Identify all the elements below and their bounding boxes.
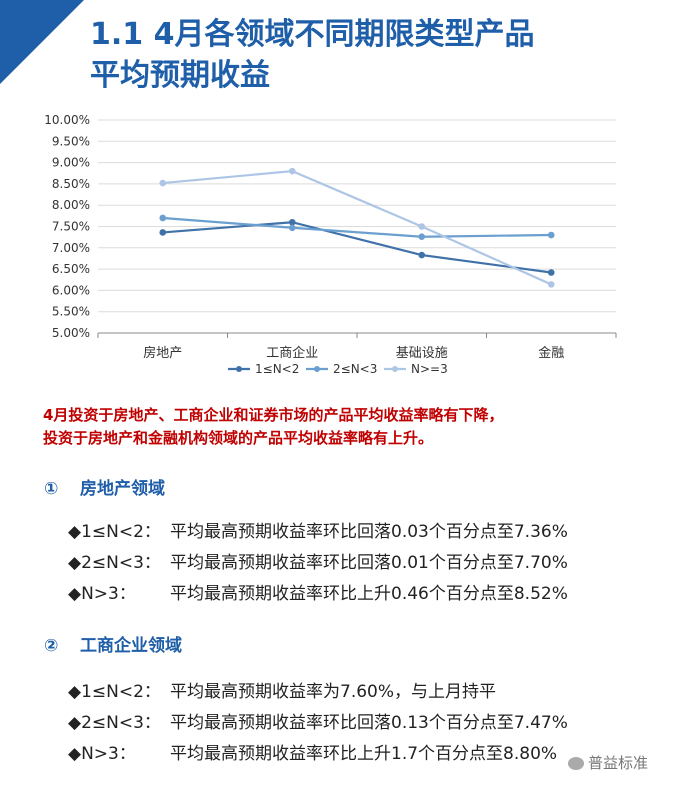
section-number: ② [44,636,59,656]
legend-marker [236,366,242,372]
item-text: 平均最高预期收益率环比上升0.46个百分点至8.52% [170,584,568,604]
section-title: 房地产领域 [80,479,165,499]
y-tick-label: 9.50% [52,134,90,148]
item-label: ◆N>3： [68,584,136,604]
wechat-logo-icon [568,757,584,770]
item-label: ◆1≤N<2： [68,682,161,702]
y-tick-label: 8.00% [52,198,90,212]
legend-marker [392,366,398,372]
item-label: ◆N>3： [68,744,136,764]
watermark-text: 普益标准 [588,754,649,772]
summary-text: 4月投资于房地产、工商企业和证券市场的产品平均收益率略有下降， 投资于房地产和金… [43,404,503,450]
list-item: ◆N>3： 平均最高预期收益率环比上升0.46个百分点至8.52% [68,579,568,610]
list-item: ◆2≤N<3： 平均最高预期收益率环比回落0.01个百分点至7.70% [68,548,568,579]
data-point [418,223,426,230]
item-text: 平均最高预期收益率为7.60%，与上月持平 [170,682,497,702]
x-tick-label: 工商企业 [266,345,318,361]
legend-label: N>=3 [411,362,448,376]
x-tick-label: 基础设施 [396,346,448,361]
page-title: 1.1 4月各领域不同期限类型产品 平均预期收益 [90,14,534,96]
legend-marker [314,366,320,372]
data-point [159,179,167,187]
item-text: 平均最高预期收益率环比上升1.7个百分点至8.80% [170,744,558,764]
data-point [547,281,555,288]
section-heading-industrial: ② 工商企业领域 [44,631,182,656]
data-point [288,224,296,232]
item-text: 平均最高预期收益率环比回落0.01个百分点至7.70% [170,553,568,573]
item-text: 平均最高预期收益率环比回落0.13个百分点至7.47% [170,713,568,733]
data-point [159,229,167,236]
section-title: 工商企业领域 [80,636,182,656]
y-tick-label: 5.50% [52,305,90,319]
watermark: 普益标准 [568,752,648,773]
industrial-bullet-list: ◆1≤N<2： 平均最高预期收益率为7.60%，与上月持平 ◆2≤N<3： 平均最高… [68,677,568,770]
y-tick-label: 10.00% [44,113,90,127]
data-point [288,167,296,175]
data-point [547,269,555,276]
real-estate-bullet-list: ◆1≤N<2： 平均最高预期收益率环比回落0.03个百分点至7.36% ◆2≤N<… [68,517,568,610]
corner-decoration [0,0,84,84]
item-label: ◆2≤N<3： [68,553,161,573]
list-item: ◆1≤N<2： 平均最高预期收益率环比回落0.03个百分点至7.36% [68,517,568,548]
series-line [162,169,552,286]
y-tick-label: 7.50% [52,220,90,234]
data-point [547,231,555,239]
y-tick-label: 5.00% [52,326,90,340]
summary-line-1: 4月投资于房地产、工商企业和证券市场的产品平均收益率略有下降， [43,406,504,424]
series-line [162,221,552,274]
section-number: ① [44,479,59,499]
data-point [159,214,167,222]
list-item: ◆N>3： 平均最高预期收益率环比上升1.7个百分点至8.80% [68,739,568,770]
legend-label: 1≤N<2 [255,362,299,376]
y-tick-label: 6.50% [52,262,90,276]
y-tick-label: 7.00% [52,241,90,255]
title-line-2: 平均预期收益 [90,58,270,93]
y-tick-label: 8.50% [52,177,90,191]
list-item: ◆1≤N<2： 平均最高预期收益率为7.60%，与上月持平 [68,677,568,708]
data-point [288,218,296,226]
legend-label: 2≤N<3 [333,362,377,376]
title-line-1: 1.1 4月各领域不同期限类型产品 [90,17,535,52]
item-label: ◆1≤N<2： [68,522,161,542]
data-point [418,233,426,241]
item-text: 平均最高预期收益率环比回落0.03个百分点至7.36% [170,522,568,542]
line-chart: 10.00% 9.50% 9.00% 8.50% 8.00% 7.50% 7.00% 6.50… [44,113,617,376]
item-label: ◆2≤N<3： [68,713,161,733]
series-line [162,216,552,238]
x-tick-label: 房地产 [143,345,182,361]
list-item: ◆2≤N<3： 平均最高预期收益率环比回落0.13个百分点至7.47% [68,708,568,739]
x-tick-label: 金融 [538,345,564,361]
y-tick-label: 6.00% [52,283,90,297]
y-tick-label: 9.00% [52,156,90,170]
section-heading-real-estate: ① 房地产领域 [44,474,165,499]
summary-line-2: 投资于房地产和金融机构领域的产品平均收益率略有上升。 [43,429,434,447]
data-point [418,251,426,259]
